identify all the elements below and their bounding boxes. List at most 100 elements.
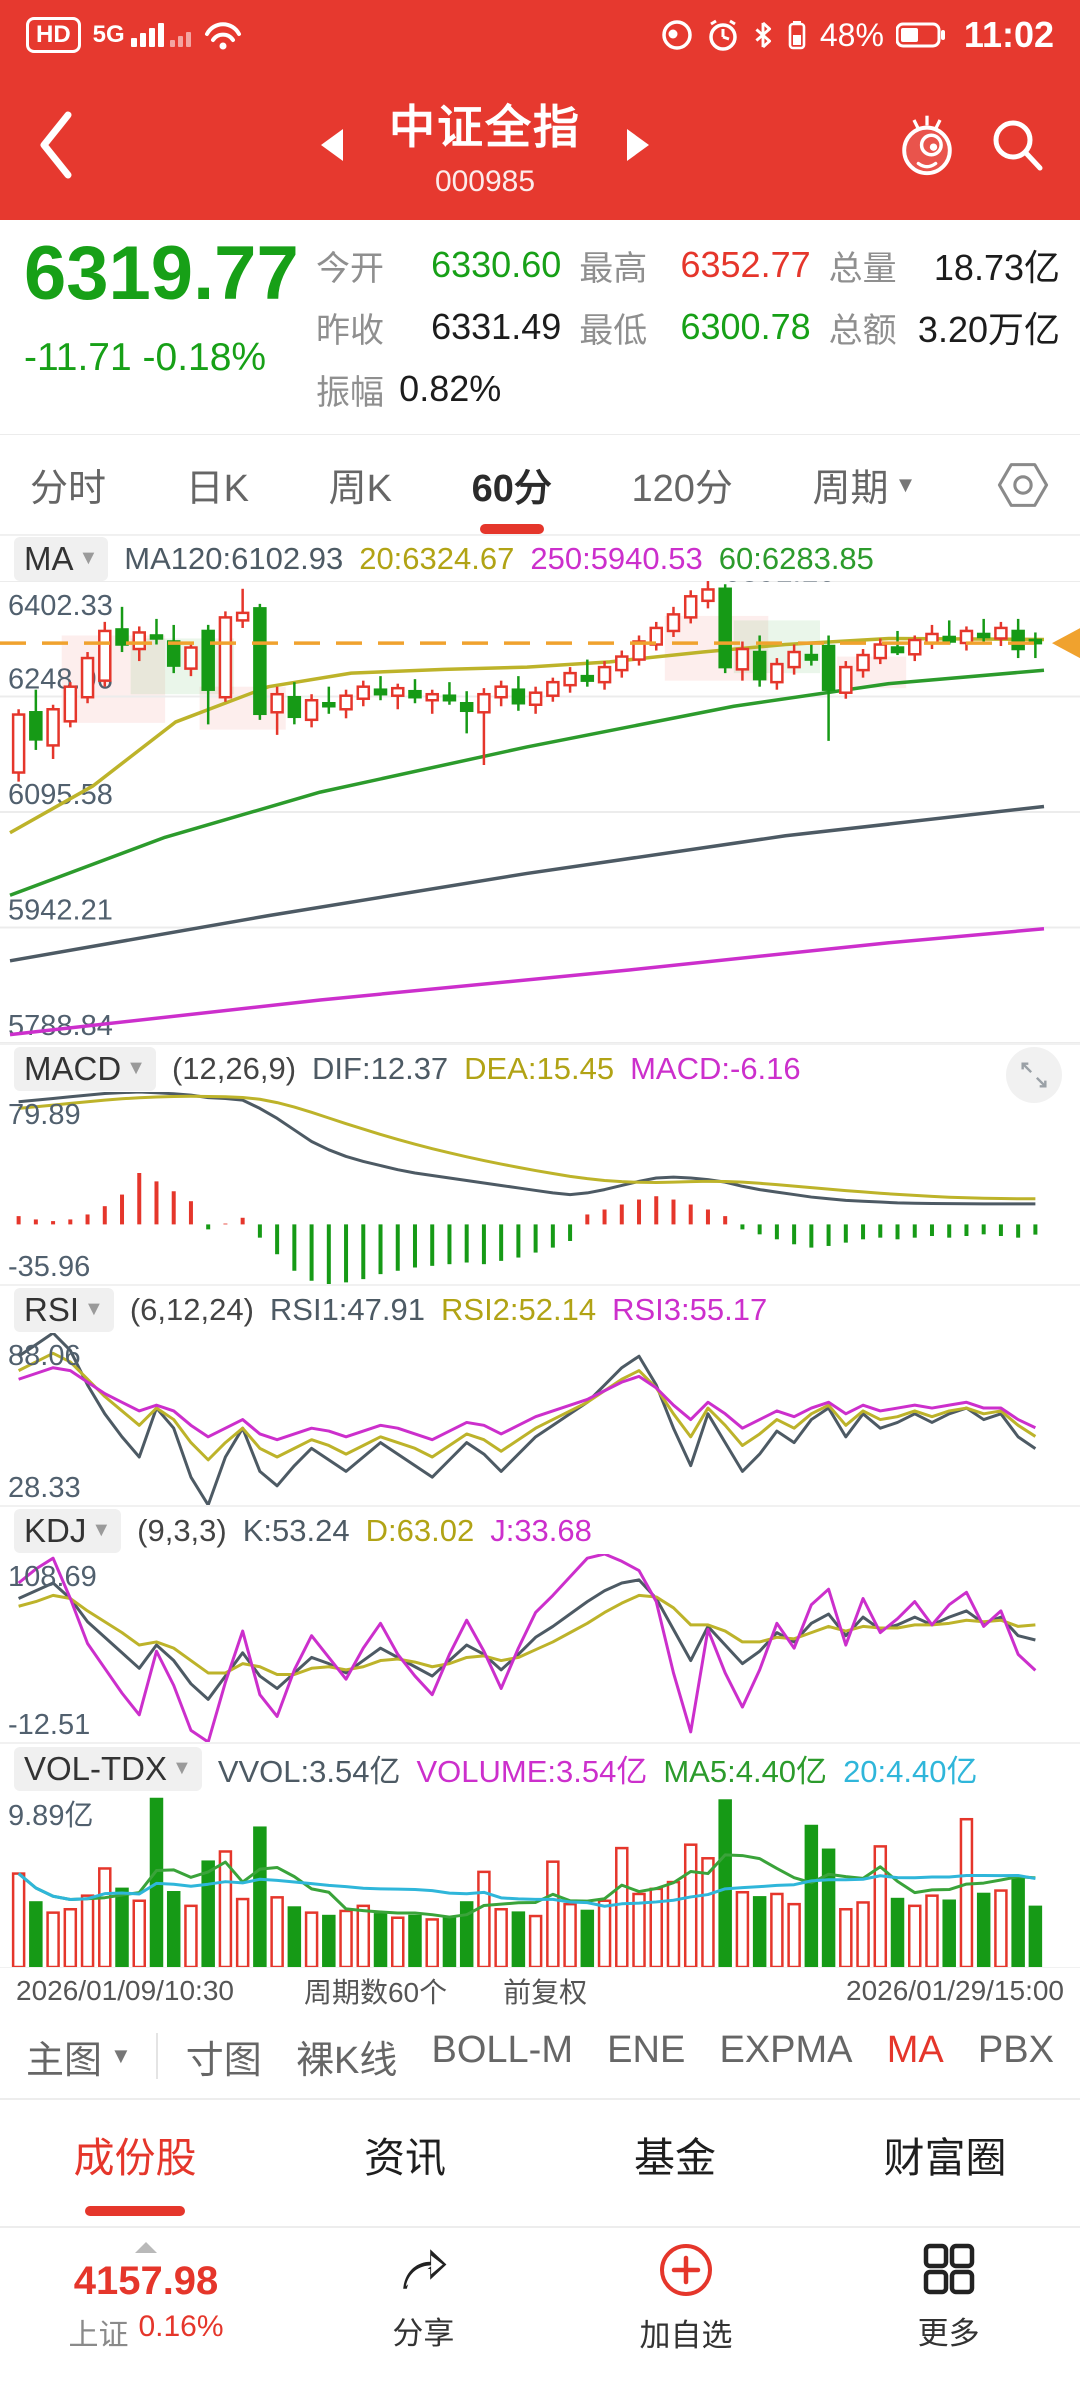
index-summary[interactable]: 4157.98 上证 0.16% <box>0 2242 292 2400</box>
indicator-ene[interactable]: ENE <box>607 2028 686 2071</box>
macd-chart[interactable]: 79.89 -35.96 <box>0 1092 1080 1285</box>
period-tab-bar: 分时 日K 周K 60分 120分 周期 ▼ <box>0 435 1080 535</box>
indicator-pbx[interactable]: PBX <box>977 2028 1054 2071</box>
dif-value: DIF:12.37 <box>312 1050 449 1086</box>
volume-chart[interactable]: 9.89亿 <box>0 1793 1080 1968</box>
chevron-down-icon: ▼ <box>110 2043 132 2068</box>
add-watchlist-button[interactable]: 加自选 <box>555 2242 818 2400</box>
robot-assistant-icon[interactable] <box>892 107 962 183</box>
prev-stock-icon[interactable] <box>321 129 343 161</box>
chevron-down-icon: ▼ <box>78 547 99 569</box>
chart-settings-icon[interactable] <box>994 455 1052 515</box>
chevron-down-icon: ▼ <box>894 471 917 497</box>
battery-icon <box>895 22 945 48</box>
battery-percent: 48% <box>819 16 884 53</box>
svg-text:-12.51: -12.51 <box>8 1709 90 1741</box>
last-price: 6319.77 <box>24 231 299 316</box>
period-dropdown[interactable]: 周期 ▼ <box>812 468 917 510</box>
rsi-chart[interactable]: 88.06 28.33 <box>0 1333 1080 1506</box>
field-value: 6352.77 <box>680 244 811 285</box>
tab-120min[interactable]: 120分 <box>631 468 733 510</box>
field-label: 昨收 <box>316 311 384 350</box>
tab-funds[interactable]: 基金 <box>634 2135 716 2181</box>
d-value: D:63.02 <box>365 1512 475 1548</box>
rsi1-value: RSI1:47.91 <box>269 1291 425 1327</box>
macd-params: (12,26,9) <box>171 1050 297 1086</box>
indicator-naked-k[interactable]: 裸K线 <box>295 2039 398 2082</box>
share-icon <box>403 2249 447 2289</box>
chevron-down-icon: ▼ <box>172 1757 192 1779</box>
main-chart-dropdown[interactable]: 主图 ▼ <box>26 2039 132 2082</box>
field-value: 6300.78 <box>680 306 811 347</box>
quote-panel: 6319.77 -11.71 -0.18% 今开 6330.60 最高 6352.7… <box>0 220 1080 435</box>
svg-text:28.33: 28.33 <box>8 1472 81 1504</box>
section-tab-bar: 成份股 资讯 基金 财富圈 <box>0 2100 1080 2228</box>
collapse-handle-icon[interactable] <box>135 2242 157 2253</box>
kdj-chart[interactable]: 108.69 -12.51 <box>0 1554 1080 1743</box>
stock-code: 000985 <box>434 165 536 198</box>
tab-constituents[interactable]: 成份股 <box>0 2124 270 2226</box>
volume-value: VOLUME:3.54亿 <box>416 1754 648 1789</box>
macd-indicator-dropdown[interactable]: MACD ▼ <box>14 1046 156 1091</box>
rsi-legend: RSI ▼ (6,12,24) RSI1:47.91 RSI2:52.14 RSI… <box>0 1285 1080 1333</box>
adjust-mode[interactable]: 前复权 <box>503 1977 588 2008</box>
range-end-time: 2026/01/29/15:00 <box>846 1975 1064 2006</box>
indicator-boll-m[interactable]: BOLL-M <box>431 2028 573 2071</box>
active-tab-underline <box>479 524 544 534</box>
field-value: 18.73亿 <box>933 247 1060 288</box>
price-change: -11.71 -0.18% <box>24 335 267 379</box>
chevron-down-icon: ▼ <box>91 1519 112 1541</box>
eye-comfort-icon <box>662 20 692 50</box>
vol-indicator-dropdown[interactable]: VOL-TDX ▼ <box>14 1746 202 1791</box>
indicator-ma[interactable]: MA <box>886 2028 944 2071</box>
tab-minute[interactable]: 分时 <box>30 468 107 510</box>
tab-weekly-k[interactable]: 周K <box>328 468 392 510</box>
cellular-signal-icon: 5G <box>93 23 191 47</box>
index-name: 上证 <box>68 2319 129 2352</box>
svg-text:6248.96: 6248.96 <box>8 663 113 695</box>
indicator-cuntu[interactable]: 寸图 <box>185 2039 262 2082</box>
search-icon[interactable] <box>988 115 1046 175</box>
status-bar: HD 5G <box>0 0 1080 70</box>
share-button[interactable]: 分享 <box>292 2242 555 2400</box>
ma20-value: 20:6324.67 <box>359 540 515 576</box>
chevron-down-icon: ▼ <box>126 1057 146 1079</box>
fullscreen-expand-icon[interactable] <box>1006 1047 1062 1103</box>
more-button[interactable]: 更多 <box>817 2242 1080 2400</box>
vvol-value: VVOL:3.54亿 <box>217 1754 401 1789</box>
bottom-action-bar: 4157.98 上证 0.16% 分享 加自选 <box>0 2228 1080 2400</box>
macd-legend: MACD ▼ (12,26,9) DIF:12.37 DEA:15.45 MACD… <box>0 1044 1080 1103</box>
vol-legend: VOL-TDX ▼ VVOL:3.54亿 VOLUME:3.54亿 MA5:4.4… <box>0 1743 1080 1793</box>
app-header: 中证全指 000985 <box>0 70 1080 220</box>
macd-value: MACD:-6.16 <box>630 1050 801 1086</box>
quote-grid: 今开 6330.60 最高 6352.77 总量 18.73亿 昨收 6331.49 最… <box>316 234 1060 434</box>
tab-wealth-circle[interactable]: 财富圈 <box>883 2135 1007 2181</box>
svg-text:9.89亿: 9.89亿 <box>8 1799 93 1832</box>
title-block: 中证全指 000985 <box>389 91 581 199</box>
field-label: 总额 <box>828 311 897 350</box>
svg-text:108.69: 108.69 <box>8 1561 97 1593</box>
tab-daily-k[interactable]: 日K <box>185 468 249 510</box>
next-stock-icon[interactable] <box>627 129 649 161</box>
j-value: J:33.68 <box>490 1512 592 1548</box>
ma120-value: MA120:6102.93 <box>124 540 344 576</box>
rsi-indicator-dropdown[interactable]: RSI ▼ <box>14 1287 114 1332</box>
ma-indicator-dropdown[interactable]: MA ▼ <box>14 536 109 581</box>
main-candlestick-chart[interactable]: 6402.336248.966095.585942.215788.846391.… <box>0 581 1080 1044</box>
tab-60min[interactable]: 60分 <box>470 445 554 534</box>
ma-legend: MA ▼ MA120:6102.93 20:6324.67 250:5940.53… <box>0 535 1080 581</box>
dea-value: DEA:15.45 <box>464 1050 615 1086</box>
field-label: 总量 <box>828 249 897 288</box>
vol-ma5-value: MA5:4.40亿 <box>663 1754 828 1789</box>
field-value: 6331.49 <box>431 306 562 347</box>
hd-icon: HD <box>26 17 81 53</box>
svg-text:88.06: 88.06 <box>8 1340 81 1372</box>
kdj-params: (9,3,3) <box>137 1512 227 1548</box>
field-label: 最高 <box>579 249 648 288</box>
indicator-expma[interactable]: EXPMA <box>719 2028 853 2071</box>
back-icon[interactable] <box>34 107 78 183</box>
kdj-indicator-dropdown[interactable]: KDJ ▼ <box>14 1508 122 1553</box>
tab-news[interactable]: 资讯 <box>364 2135 446 2181</box>
rsi-params: (6,12,24) <box>129 1291 254 1327</box>
